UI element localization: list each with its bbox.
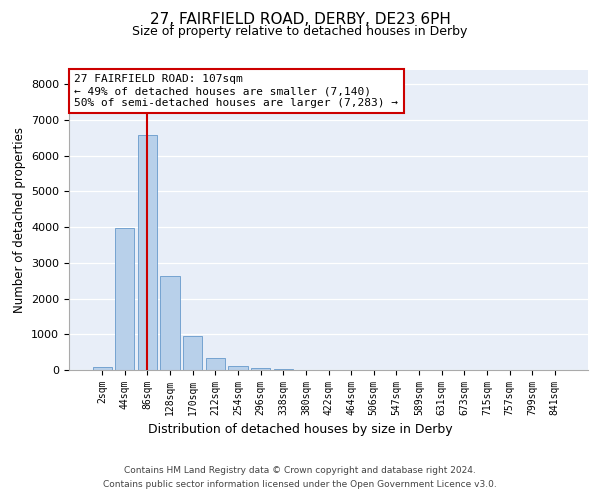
Bar <box>92 367 112 370</box>
Bar <box>138 135 157 370</box>
Bar <box>183 336 202 370</box>
Bar <box>206 358 225 370</box>
Bar <box>115 228 134 370</box>
Text: 27, FAIRFIELD ROAD, DERBY, DE23 6PH: 27, FAIRFIELD ROAD, DERBY, DE23 6PH <box>149 12 451 28</box>
Bar <box>251 368 270 370</box>
Text: Size of property relative to detached houses in Derby: Size of property relative to detached ho… <box>133 25 467 38</box>
Y-axis label: Number of detached properties: Number of detached properties <box>13 127 26 313</box>
Text: 27 FAIRFIELD ROAD: 107sqm
← 49% of detached houses are smaller (7,140)
50% of se: 27 FAIRFIELD ROAD: 107sqm ← 49% of detac… <box>74 74 398 108</box>
Text: Distribution of detached houses by size in Derby: Distribution of detached houses by size … <box>148 422 452 436</box>
Bar <box>229 366 248 370</box>
Text: Contains public sector information licensed under the Open Government Licence v3: Contains public sector information licen… <box>103 480 497 489</box>
Text: Contains HM Land Registry data © Crown copyright and database right 2024.: Contains HM Land Registry data © Crown c… <box>124 466 476 475</box>
Bar <box>160 276 180 370</box>
